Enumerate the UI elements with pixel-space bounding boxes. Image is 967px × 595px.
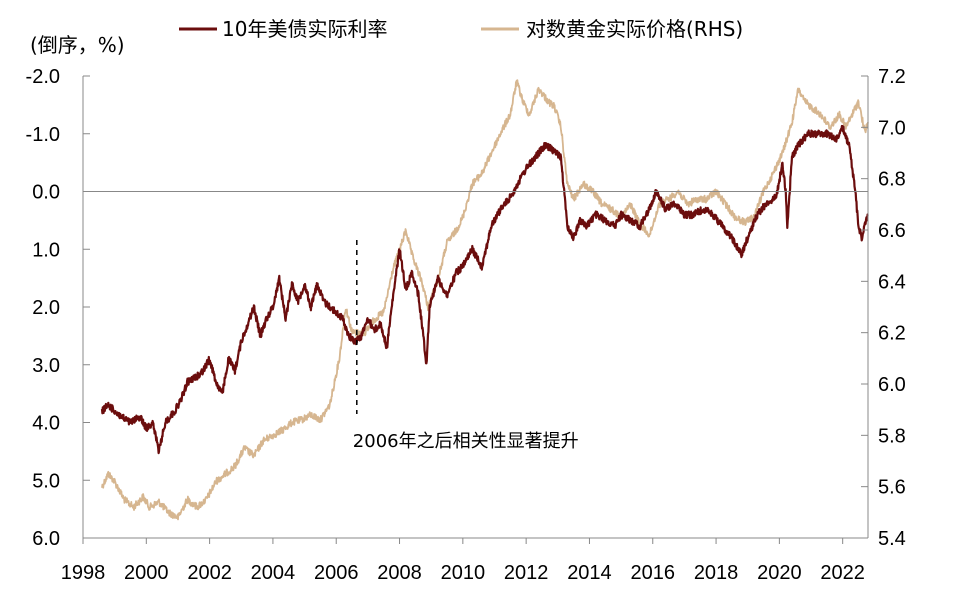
axes-layer: -2.0 -1.0 0.0 1.0 2.0 3.0 4.0 5.0 6.0 7.2 7.0 6.8 6.…	[26, 66, 906, 584]
x-axis-tick-label: 2016	[631, 562, 676, 584]
legend-label-real-rate: 10年美债实际利率	[222, 17, 387, 41]
left-axis-tick-label: 6.0	[32, 528, 60, 550]
left-axis-tick-label: 3.0	[32, 355, 60, 377]
x-axis-tick-label: 2020	[757, 562, 802, 584]
x-axis-tick-label: 2002	[187, 562, 232, 584]
left-axis-tick-label: 4.0	[32, 413, 60, 435]
right-axis-tick-label: 6.2	[878, 323, 906, 345]
right-axis-tick-label: 6.0	[878, 374, 906, 396]
right-axis-tick-label: 5.6	[878, 477, 906, 499]
x-axis-tick-label: 2010	[441, 562, 486, 584]
x-axis-tick-label: 2004	[251, 562, 296, 584]
right-axis-tick-label: 6.6	[878, 220, 906, 242]
legend-label-gold-price: 对数黄金实际价格(RHS)	[526, 17, 743, 41]
legend: 10年美债实际利率 对数黄金实际价格(RHS)	[179, 17, 743, 41]
left-axis-unit-label: (倒序，%)	[30, 33, 125, 57]
annotation-layer: 2006年之后相关性显著提升	[353, 240, 579, 452]
x-axis-tick-label: 2000	[124, 562, 169, 584]
annotation-label: 2006年之后相关性显著提升	[353, 431, 579, 452]
left-axis-tick-label: 5.0	[32, 470, 60, 492]
left-axis-tick-label: -1.0	[26, 124, 60, 146]
right-axis-tick-label: 5.4	[878, 528, 906, 550]
right-axis-tick-label: 6.4	[878, 271, 906, 293]
x-axis-tick-label: 2014	[567, 562, 612, 584]
left-axis-tick-label: -2.0	[26, 66, 60, 88]
right-axis-tick-label: 5.8	[878, 425, 906, 447]
left-axis-tick-label: 1.0	[32, 239, 60, 261]
x-axis-tick-label: 2012	[504, 562, 549, 584]
x-axis-tick-label: 2022	[820, 562, 865, 584]
x-axis-tick-label: 1998	[61, 562, 106, 584]
series-layer	[100, 79, 869, 521]
right-axis-tick-label: 7.0	[878, 117, 906, 139]
left-axis-tick-label: 2.0	[32, 297, 60, 319]
series-line-real-rate	[100, 124, 869, 455]
x-axis-tick-label: 2006	[314, 562, 359, 584]
series-line-gold-price	[101, 79, 869, 521]
right-axis-tick-label: 6.8	[878, 169, 906, 191]
x-axis-tick-label: 2008	[377, 562, 422, 584]
left-axis-tick-label: 0.0	[32, 182, 60, 204]
right-axis-tick-label: 7.2	[878, 66, 906, 88]
x-axis-tick-label: 2018	[694, 562, 739, 584]
